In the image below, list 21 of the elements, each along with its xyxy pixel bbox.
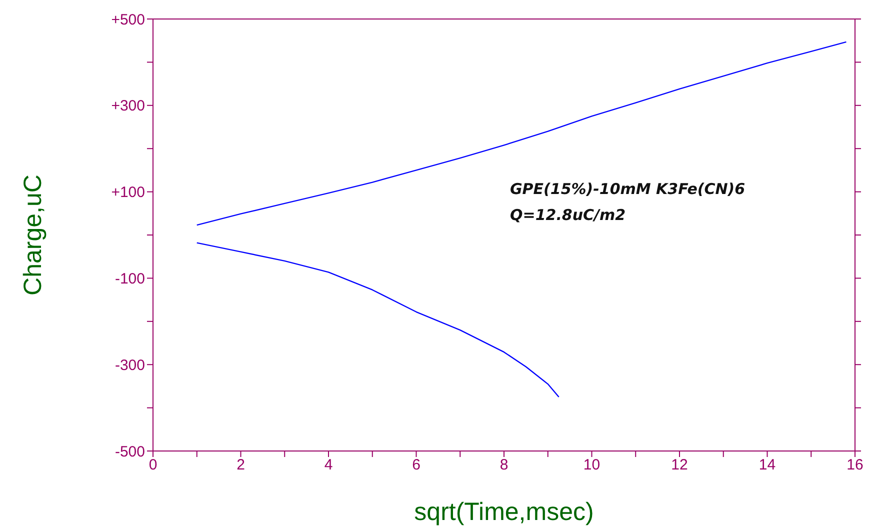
x-tick-label: 2 — [236, 456, 245, 474]
y-axis-title: Charge,uC — [18, 174, 47, 296]
x-tick-label: 6 — [412, 456, 420, 474]
annotation: GPE(15%)-10mM K3Fe(CN)6 — [510, 179, 746, 200]
annotation: Q=12.8uC/m2 — [510, 205, 627, 226]
x-tick-label: 10 — [583, 456, 600, 474]
y-tick-label: -500 — [114, 443, 145, 460]
x-tick-label: 8 — [500, 456, 508, 474]
y-tick-label: +500 — [111, 11, 145, 28]
y-tick-label: -100 — [114, 270, 145, 288]
y-tick-label: -300 — [114, 356, 145, 374]
x-axis-title: sqrt(Time,msec) — [414, 498, 594, 526]
x-tick-label: 12 — [671, 456, 688, 474]
x-tick-label: 14 — [758, 456, 776, 474]
line-series — [196, 41, 847, 226]
x-tick-label: 0 — [148, 456, 158, 474]
y-tick-label: +300 — [111, 98, 145, 115]
y-tick-label: +100 — [111, 184, 145, 202]
x-tick-label: 16 — [846, 456, 864, 474]
x-tick-label: 4 — [324, 456, 333, 474]
line-series — [196, 242, 560, 398]
